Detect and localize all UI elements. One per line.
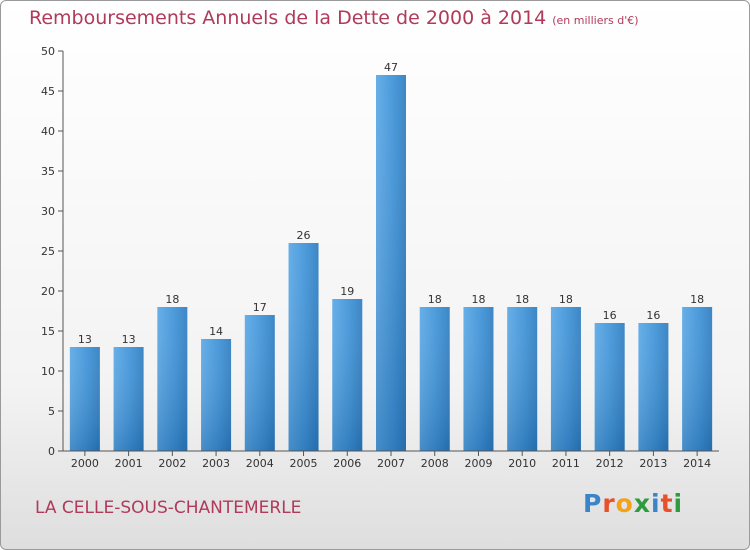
value-label-2013: 16 (646, 309, 660, 322)
x-tick-label-2004: 2004 (246, 457, 274, 470)
x-tick-label-2003: 2003 (202, 457, 230, 470)
logo-letter: r (602, 489, 616, 518)
bar-shade-2004 (244, 315, 275, 451)
bar-shade-2005 (288, 243, 319, 451)
x-tick-label-2001: 2001 (115, 457, 143, 470)
x-tick-label-2010: 2010 (508, 457, 536, 470)
value-label-2011: 18 (559, 293, 573, 306)
y-tick-label: 0 (48, 445, 55, 458)
y-tick-label: 35 (41, 165, 55, 178)
bar-shade-2014 (682, 307, 713, 451)
chart-title: Remboursements Annuels de la Dette de 20… (29, 7, 639, 29)
bar-shade-2009 (463, 307, 494, 451)
value-label-2004: 17 (253, 301, 267, 314)
value-label-2006: 19 (340, 285, 354, 298)
bar-shade-2007 (376, 75, 406, 451)
y-tick-label: 5 (48, 405, 55, 418)
value-label-2007: 47 (384, 61, 398, 74)
bar-shade-2002 (157, 307, 188, 451)
x-tick-label-2007: 2007 (377, 457, 405, 470)
y-tick-label: 10 (41, 365, 55, 378)
logo-letter: i (651, 489, 661, 518)
x-tick-label-2009: 2009 (464, 457, 492, 470)
bar-shade-2010 (507, 307, 538, 451)
value-label-2012: 16 (603, 309, 617, 322)
value-label-2003: 14 (209, 325, 223, 338)
bar-shade-2006 (332, 299, 363, 451)
logo-letter: o (615, 489, 634, 518)
bar-shade-2013 (638, 323, 669, 451)
logo-letter: P (583, 489, 603, 518)
value-label-2009: 18 (471, 293, 485, 306)
value-label-2000: 13 (78, 333, 92, 346)
y-tick-label: 45 (41, 85, 55, 98)
x-tick-label-2002: 2002 (158, 457, 186, 470)
bar-shade-2011 (550, 307, 581, 451)
y-tick-label: 20 (41, 285, 55, 298)
chart-title-text: Remboursements Annuels de la Dette de 20… (29, 7, 547, 29)
value-label-2010: 18 (515, 293, 529, 306)
commune-name: LA CELLE-SOUS-CHANTEMERLE (35, 498, 302, 518)
x-tick-label-2008: 2008 (421, 457, 449, 470)
y-tick-label: 30 (41, 205, 55, 218)
value-label-2002: 18 (165, 293, 179, 306)
bar-shade-2001 (113, 347, 144, 451)
value-label-2001: 13 (122, 333, 136, 346)
bar-shade-2003 (201, 339, 232, 451)
logo-letter: t (660, 489, 674, 518)
value-label-2005: 26 (297, 229, 311, 242)
y-tick-label: 15 (41, 325, 55, 338)
logo-letter: i (673, 489, 684, 518)
x-tick-label-2013: 2013 (639, 457, 667, 470)
bar-shade-2008 (419, 307, 450, 451)
x-tick-label-2014: 2014 (683, 457, 711, 470)
value-label-2014: 18 (690, 293, 704, 306)
y-tick-label: 50 (41, 45, 55, 58)
bar-shade-2012 (594, 323, 625, 451)
x-tick-label-2005: 2005 (290, 457, 318, 470)
x-tick-label-2011: 2011 (552, 457, 580, 470)
x-tick-label-2012: 2012 (596, 457, 624, 470)
x-tick-label-2000: 2000 (71, 457, 99, 470)
proxiti-logo: Proxiti (583, 489, 683, 518)
value-label-2008: 18 (428, 293, 442, 306)
bar-shade-2000 (69, 347, 100, 451)
chart-unit: (en milliers d'€) (552, 14, 639, 27)
x-tick-label-2006: 2006 (333, 457, 361, 470)
y-tick-label: 25 (41, 245, 55, 258)
y-tick-label: 40 (41, 125, 55, 138)
logo-letter: x (633, 489, 651, 518)
